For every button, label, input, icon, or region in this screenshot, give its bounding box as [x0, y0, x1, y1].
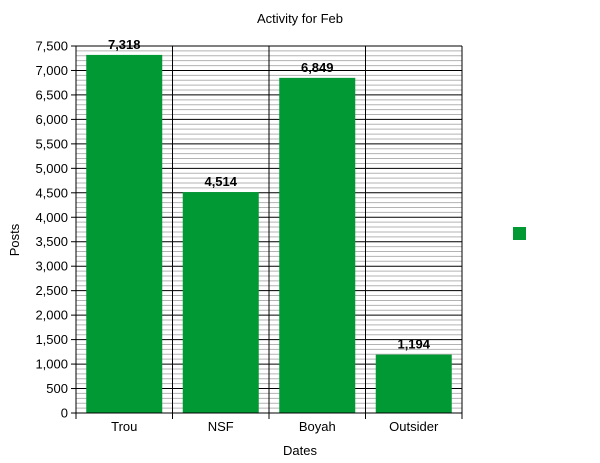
x-tick-labels: Trou NSF Boyah Outsider — [111, 419, 439, 434]
bar — [375, 354, 452, 413]
y-tick-label: 3,000 — [35, 259, 68, 274]
x-axis-label: Dates — [283, 443, 317, 458]
data-labels: 7,318 4,514 6,849 1,194 — [108, 37, 431, 352]
bar — [279, 77, 356, 414]
x-tick-label: Trou — [111, 419, 137, 434]
bar — [182, 192, 259, 413]
chart-title: Activity for Feb — [257, 11, 343, 26]
y-tick-label: 7,000 — [35, 63, 68, 78]
y-tick-label: 5,500 — [35, 136, 68, 151]
x-tick-label: NSF — [208, 419, 234, 434]
y-tick-label: 2,500 — [35, 283, 68, 298]
y-tick-label: 2,000 — [35, 308, 68, 323]
axes — [71, 45, 463, 419]
y-tick-label: 5,000 — [35, 161, 68, 176]
data-label: 1,194 — [397, 337, 430, 352]
bars — [86, 54, 452, 414]
y-tick-label: 7,500 — [35, 39, 68, 54]
y-tick-label: 4,500 — [35, 185, 68, 200]
y-tick-label: 0 — [61, 406, 68, 421]
data-label: 4,514 — [204, 174, 237, 189]
data-label: 6,849 — [301, 60, 334, 75]
y-tick-label: 3,500 — [35, 234, 68, 249]
bar — [86, 54, 163, 414]
legend-swatch — [513, 227, 526, 240]
x-tick-label: Boyah — [299, 419, 336, 434]
y-tick-label: 6,000 — [35, 112, 68, 127]
y-tick-labels: 0 500 1,000 1,500 2,000 2,500 3,000 3,500 4,000 4… — [35, 39, 68, 421]
y-tick-label: 6,500 — [35, 87, 68, 102]
y-tick-label: 4,000 — [35, 210, 68, 225]
data-label: 7,318 — [108, 37, 141, 52]
y-tick-label: 500 — [46, 381, 68, 396]
x-tick-label: Outsider — [389, 419, 439, 434]
y-tick-label: 1,500 — [35, 332, 68, 347]
y-tick-label: 1,000 — [35, 357, 68, 372]
y-axis-label: Posts — [7, 223, 22, 256]
